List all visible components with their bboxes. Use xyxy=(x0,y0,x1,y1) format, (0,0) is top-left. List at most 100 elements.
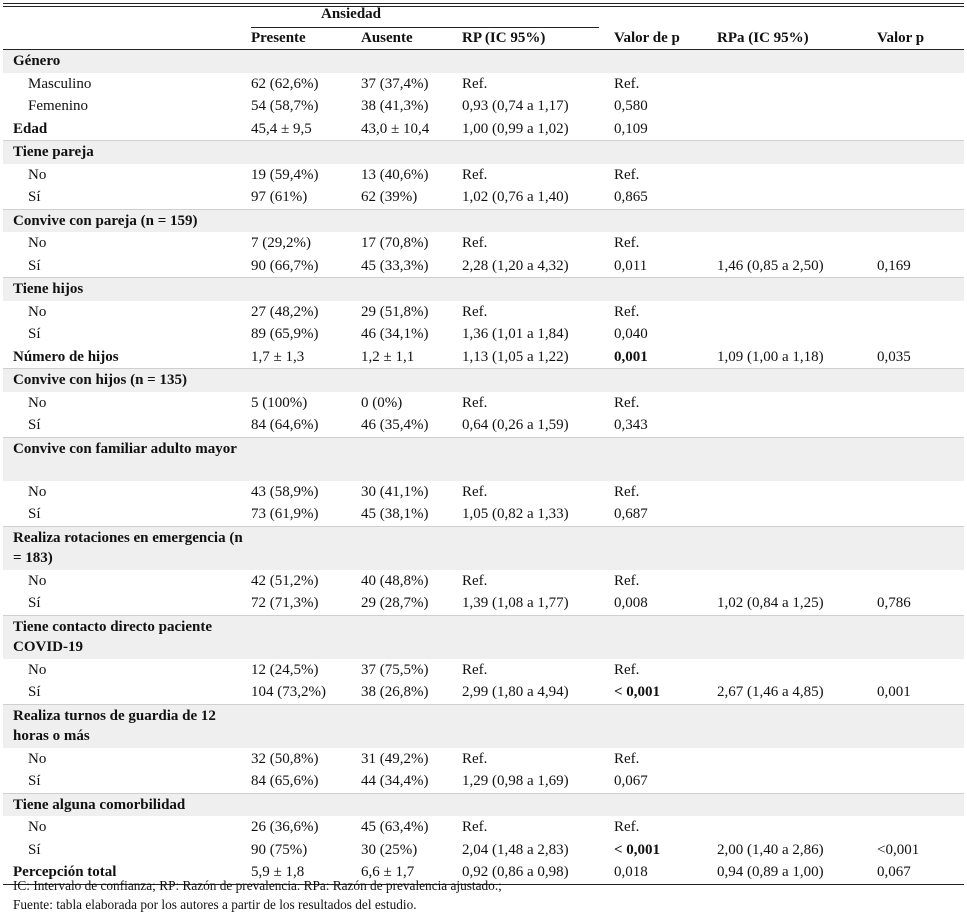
cell-valor-de-p: Ref. xyxy=(614,166,640,183)
cell-valor-p xyxy=(877,659,964,682)
cell-valor-p xyxy=(877,95,964,118)
cell-variable: No xyxy=(28,661,47,678)
table-row: No 12 (24,5%) 37 (75,5%) Ref. Ref. xyxy=(3,659,964,682)
table-row: Sí 89 (65,9%) 46 (34,1%) 1,36 (1,01 a 1,84)… xyxy=(3,323,964,346)
cell-presente: 97 (61%) xyxy=(251,189,308,205)
cell-valor-p xyxy=(877,301,964,324)
cell-ausente xyxy=(361,368,462,392)
table-row: Percepción total 5,9 ± 1,8 6,6 ± 1,7 0,92 (… xyxy=(3,861,964,885)
cell-presente xyxy=(251,525,361,570)
cell-rpa xyxy=(717,770,877,793)
table-row: Sí 73 (61,9%) 45 (38,1%) 1,05 (0,82 a 1,33)… xyxy=(3,503,964,526)
table-row: Sí 104 (73,2%) 38 (26,8%) 2,99 (1,80 a 4,94… xyxy=(3,681,964,704)
section-row: Tiene alguna comorbilidad xyxy=(3,792,964,816)
cell-rp: 1,05 (0,82 a 1,33) xyxy=(462,506,569,522)
cell-ausente xyxy=(361,614,462,659)
table-row: Sí 84 (65,6%) 44 (34,4%) 1,29 (0,98 a 1,69)… xyxy=(3,770,964,793)
header-valor-p: Valor p xyxy=(877,27,964,50)
cell-valor-de-p: 0,580 xyxy=(614,98,648,114)
cell-rpa xyxy=(717,392,877,415)
cell-valor-de-p: Ref. xyxy=(614,750,640,767)
cell-rpa xyxy=(717,703,877,748)
cell-rpa: 1,09 (1,00 a 1,18) xyxy=(717,348,824,365)
cell-variable: Tiene alguna comorbilidad xyxy=(3,792,251,816)
cell-variable: Número de hijos xyxy=(13,348,119,365)
cell-presente xyxy=(251,703,361,748)
section-row: Tiene contacto directo paciente COVID-19 xyxy=(3,614,964,659)
cell-valor-de-p: < 0,001 xyxy=(614,684,661,700)
cell-presente: 90 (66,7%) xyxy=(251,257,319,274)
cell-rpa xyxy=(717,186,877,209)
cell-valor-de-p xyxy=(614,792,717,816)
cell-valor-p xyxy=(877,118,964,141)
section-row: Convive con hijos (n = 135) xyxy=(3,368,964,392)
cell-valor-p: <0,001 xyxy=(877,841,920,858)
cell-valor-p xyxy=(877,73,964,96)
table-row: No 43 (58,9%) 30 (41,1%) Ref. Ref. xyxy=(3,481,964,504)
cell-presente: 73 (61,9%) xyxy=(251,506,319,522)
cell-rp: Ref. xyxy=(462,75,488,92)
cell-ausente: 43,0 ± 10,4 xyxy=(361,120,430,137)
cell-variable: Sí xyxy=(28,326,41,342)
cell-valor-p xyxy=(877,570,964,593)
cell-ausente: 1,2 ± 1,1 xyxy=(361,348,415,365)
cell-variable: Sí xyxy=(28,841,41,858)
cell-valor-de-p: Ref. xyxy=(614,661,640,678)
cell-presente xyxy=(251,208,361,232)
cell-ausente: 13 (40,6%) xyxy=(361,166,429,183)
cell-rpa: 1,46 (0,85 a 2,50) xyxy=(717,257,824,274)
cell-variable: Convive con hijos (n = 135) xyxy=(3,368,251,392)
cell-ausente: 31 (49,2%) xyxy=(361,750,429,767)
cell-valor-de-p xyxy=(614,703,717,748)
cell-valor-de-p: < 0,001 xyxy=(614,841,661,858)
cell-variable: Convive con familiar adulto mayor xyxy=(3,436,251,481)
cell-valor-p xyxy=(877,368,964,392)
cell-rp: 1,36 (1,01 a 1,84) xyxy=(462,326,569,342)
cell-rpa xyxy=(717,301,877,324)
cell-ausente: 40 (48,8%) xyxy=(361,572,429,589)
cell-ausente: 17 (70,8%) xyxy=(361,235,429,251)
section-row: Tiene pareja xyxy=(3,140,964,164)
table-body: Género Masculino 62 (62,6%) 37 (37,4%) Ref. R… xyxy=(3,49,964,885)
cell-valor-de-p xyxy=(614,525,717,570)
cell-variable: Realiza rotaciones en emergencia (n = 18… xyxy=(3,525,251,570)
cell-valor-de-p: 0,687 xyxy=(614,506,648,522)
cell-variable: Percepción total xyxy=(3,861,251,885)
cell-rpa xyxy=(717,748,877,771)
cell-valor-p xyxy=(877,525,964,570)
cell-valor-p xyxy=(877,703,964,748)
cell-rp: Ref. xyxy=(462,661,488,678)
cell-variable: No xyxy=(28,483,47,500)
cell-rp xyxy=(462,703,614,748)
cell-ausente: 30 (41,1%) xyxy=(361,483,429,500)
table-row: Edad 45,4 ± 9,5 43,0 ± 10,4 1,00 (0,99 a 1,… xyxy=(3,118,964,141)
cell-presente: 62 (62,6%) xyxy=(251,75,319,92)
cell-rp: 1,00 (0,99 a 1,02) xyxy=(462,120,569,137)
cell-valor-de-p xyxy=(614,140,717,164)
cell-valor-de-p: Ref. xyxy=(614,483,640,500)
cell-valor-de-p: Ref. xyxy=(614,819,640,835)
cell-rp xyxy=(462,277,614,301)
cell-ausente: 37 (75,5%) xyxy=(361,661,429,678)
cell-rpa xyxy=(717,816,877,839)
cell-presente: 32 (50,8%) xyxy=(251,750,319,767)
cell-valor-de-p: Ref. xyxy=(614,303,640,320)
cell-rpa xyxy=(717,118,877,141)
cell-rpa xyxy=(717,481,877,504)
cell-presente: 104 (73,2%) xyxy=(251,684,326,700)
cell-ausente: 29 (51,8%) xyxy=(361,303,429,320)
cell-valor-p: 0,786 xyxy=(877,595,911,611)
table-row: Femenino 54 (58,7%) 38 (41,3%) 0,93 (0,74 a… xyxy=(3,95,964,118)
cell-rpa xyxy=(717,614,877,659)
section-row: Realiza turnos de guardia de 12 horas o … xyxy=(3,703,964,748)
cell-presente xyxy=(251,140,361,164)
cell-rpa xyxy=(717,140,877,164)
cell-ausente: 45 (38,1%) xyxy=(361,506,429,522)
cell-valor-p xyxy=(877,164,964,187)
cell-rpa xyxy=(717,368,877,392)
cell-rpa xyxy=(717,414,877,437)
cell-valor-p xyxy=(877,277,964,301)
cell-rp: 2,04 (1,48 a 2,83) xyxy=(462,841,569,858)
cell-variable: Sí xyxy=(28,506,41,522)
cell-presente: 26 (36,6%) xyxy=(251,819,319,835)
